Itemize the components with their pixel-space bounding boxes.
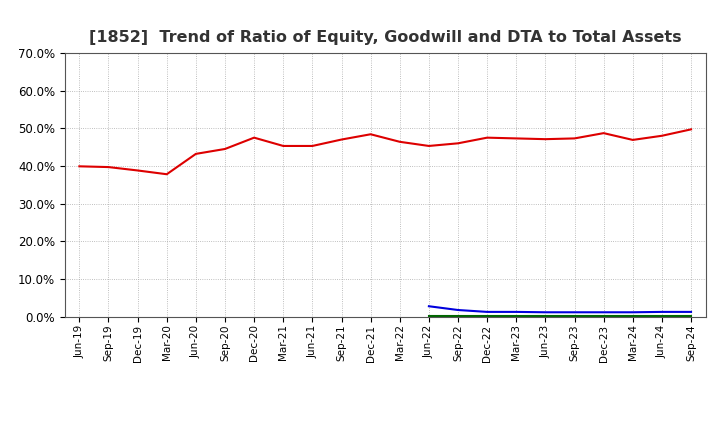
Deferred Tax Assets [570,313,579,318]
Deferred Tax Assets [512,313,521,318]
Goodwill [425,304,433,309]
Goodwill [541,310,550,315]
Equity [104,165,113,170]
Equity [133,168,142,173]
Line: Goodwill: Goodwill [429,306,691,312]
Equity [483,135,492,140]
Equity [75,164,84,169]
Goodwill [570,310,579,315]
Equity [657,133,666,139]
Goodwill [512,309,521,315]
Equity [250,135,258,140]
Equity [366,132,375,137]
Equity [395,139,404,144]
Equity [541,136,550,142]
Equity [629,137,637,143]
Deferred Tax Assets [454,313,462,318]
Equity [687,127,696,132]
Equity [599,131,608,136]
Title: [1852]  Trend of Ratio of Equity, Goodwill and DTA to Total Assets: [1852] Trend of Ratio of Equity, Goodwil… [89,29,682,45]
Equity [279,143,287,149]
Equity [220,147,229,152]
Deferred Tax Assets [687,313,696,318]
Equity [308,143,317,149]
Deferred Tax Assets [629,313,637,318]
Deferred Tax Assets [541,313,550,318]
Equity [163,172,171,177]
Deferred Tax Assets [483,313,492,318]
Deferred Tax Assets [657,313,666,318]
Equity [454,141,462,146]
Equity [512,136,521,141]
Line: Equity: Equity [79,129,691,174]
Goodwill [599,310,608,315]
Equity [337,137,346,142]
Equity [425,143,433,149]
Goodwill [687,309,696,315]
Goodwill [657,309,666,315]
Equity [192,151,200,157]
Goodwill [629,310,637,315]
Goodwill [483,309,492,315]
Goodwill [454,308,462,313]
Deferred Tax Assets [599,313,608,318]
Deferred Tax Assets [425,313,433,318]
Equity [570,136,579,141]
